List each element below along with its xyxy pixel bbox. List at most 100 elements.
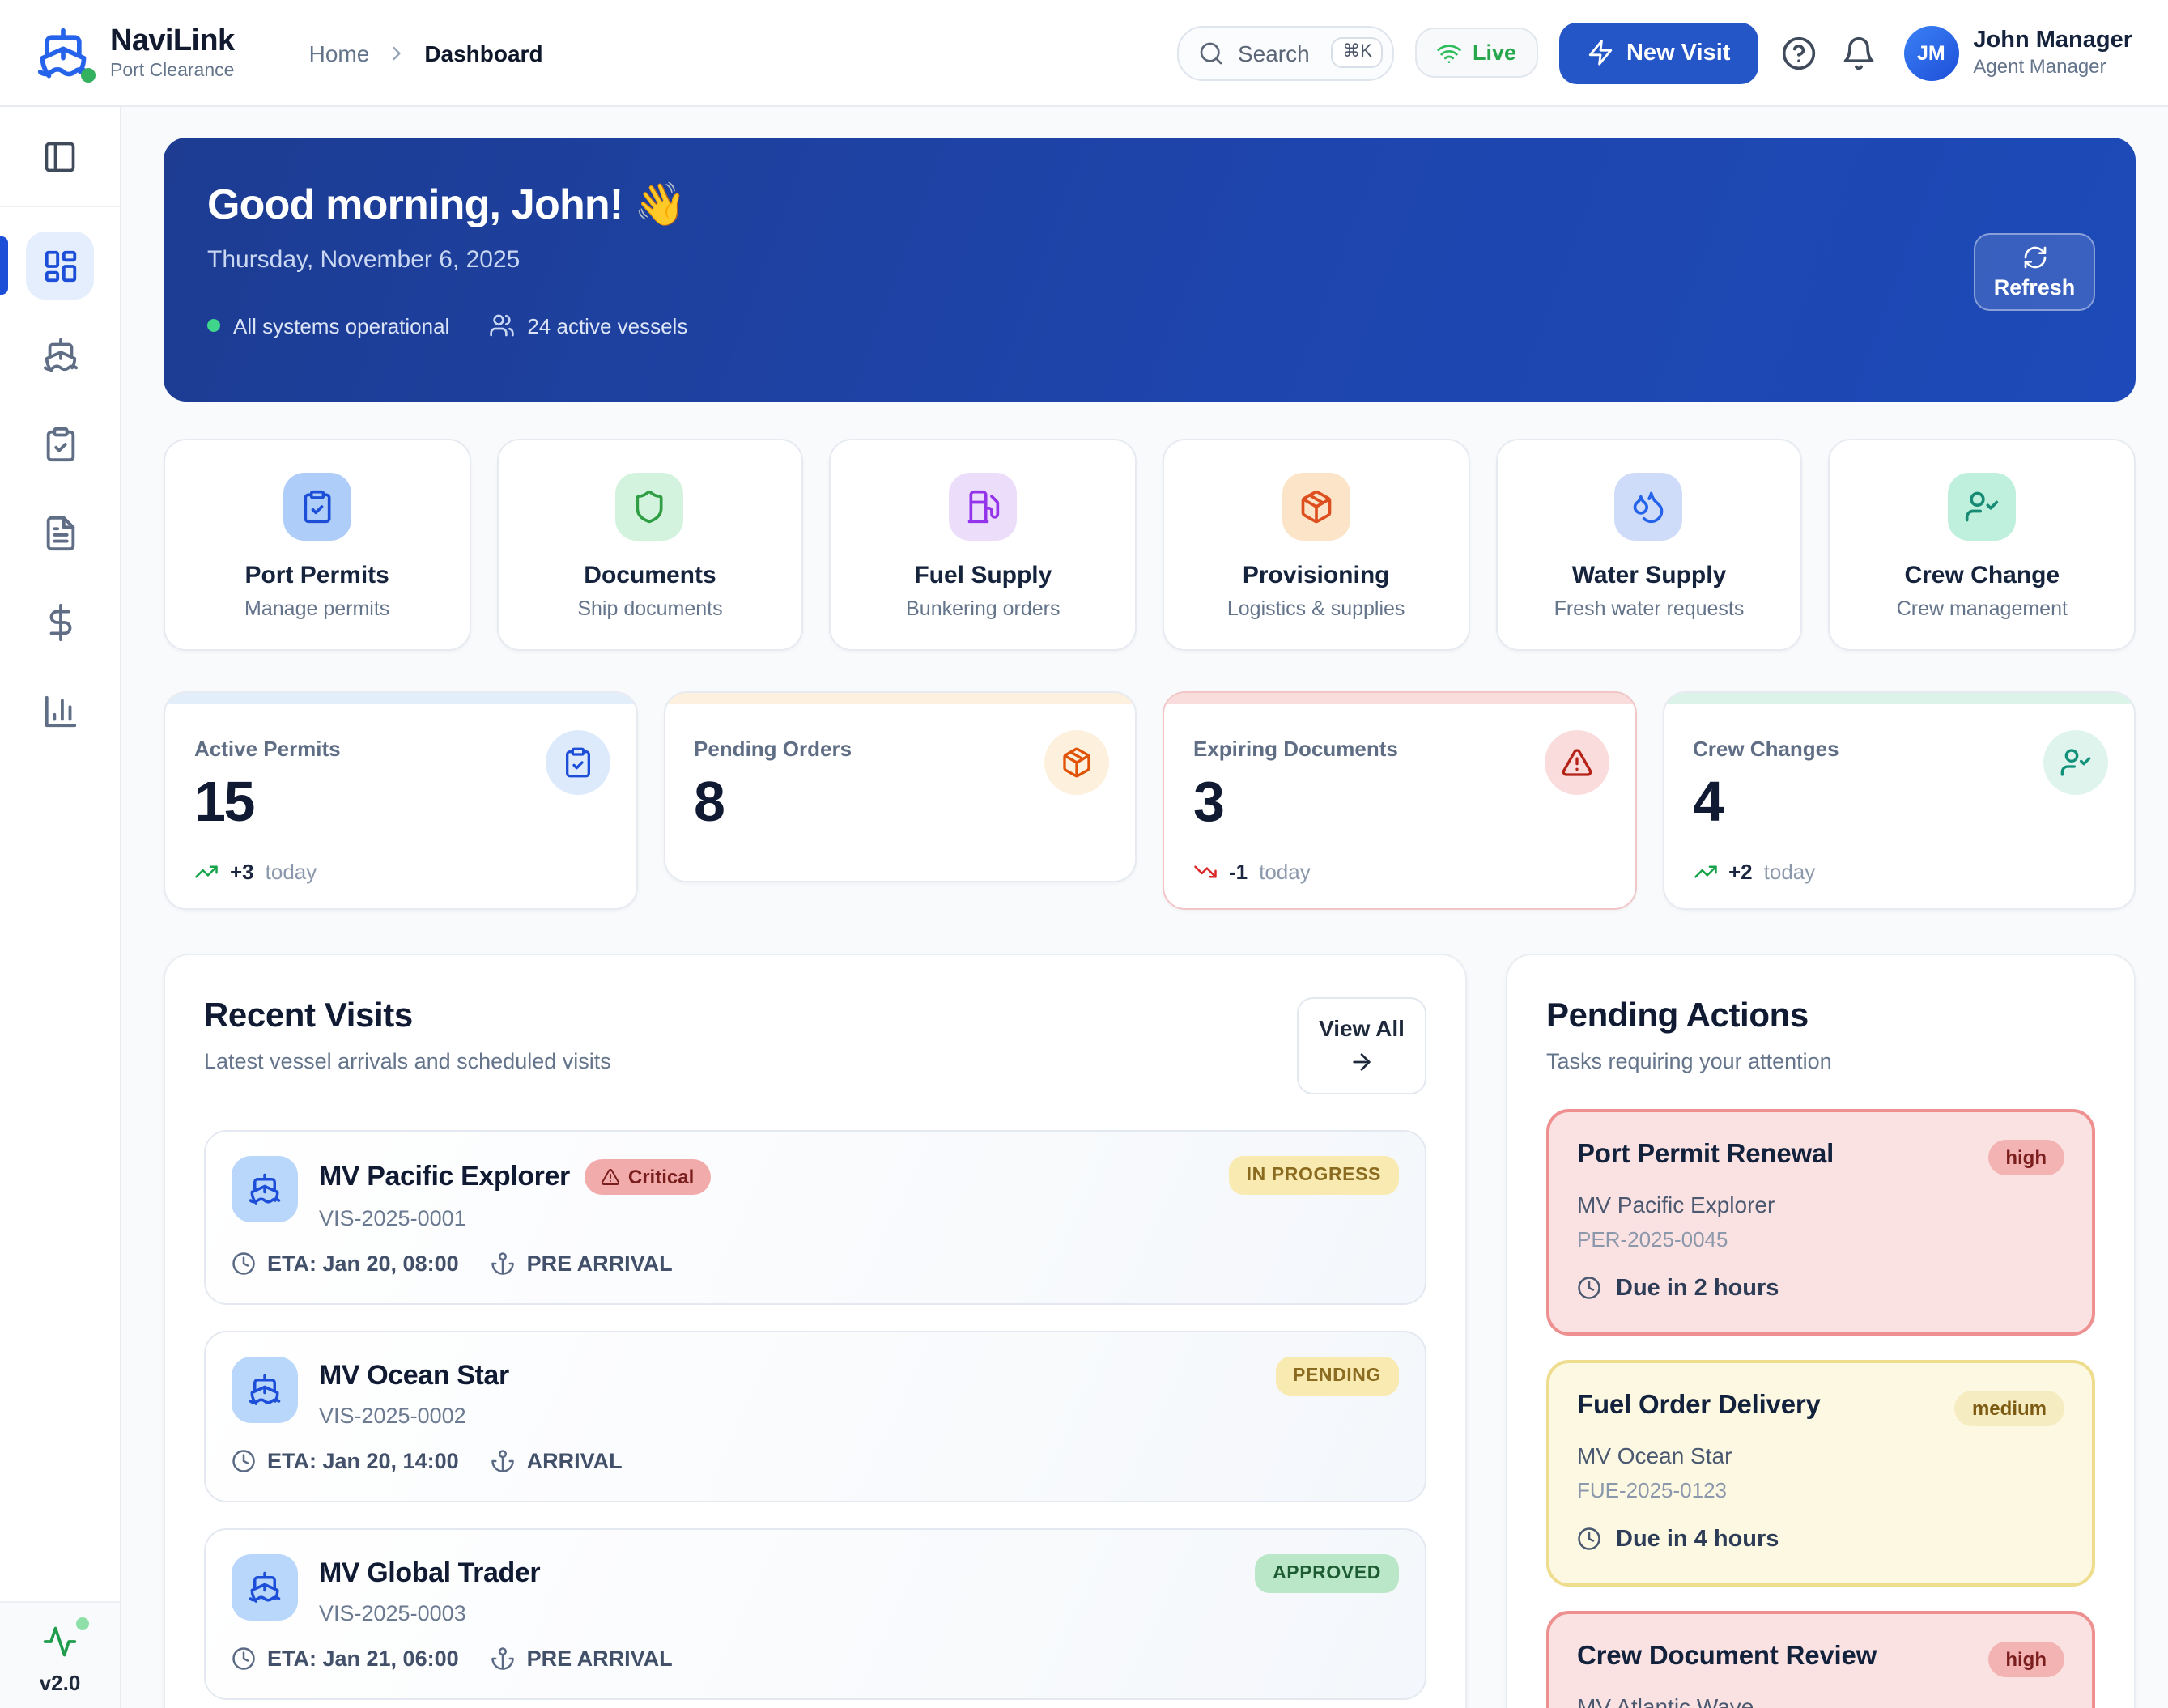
visit-status-badge: APPROVED bbox=[1255, 1553, 1399, 1592]
system-status: All systems operational bbox=[207, 313, 449, 338]
help-button[interactable] bbox=[1779, 33, 1817, 72]
action-due: Due in 2 hours bbox=[1577, 1275, 2064, 1301]
alert-triangle-icon bbox=[601, 1166, 620, 1186]
quick-action-provisioning[interactable]: Provisioning Logistics & supplies bbox=[1163, 439, 1470, 651]
visit-status-badge: IN PROGRESS bbox=[1228, 1155, 1399, 1194]
visit-status-badge: PENDING bbox=[1275, 1356, 1399, 1395]
recent-visits-title: Recent Visits bbox=[204, 996, 413, 1034]
view-all-button[interactable]: View All bbox=[1297, 996, 1426, 1094]
action-reference: PER-2025-0045 bbox=[1577, 1226, 1728, 1251]
dollar-icon bbox=[41, 603, 79, 640]
visit-id: VIS-2025-0001 bbox=[319, 1205, 466, 1230]
sidebar-item-documents[interactable] bbox=[26, 499, 94, 567]
breadcrumb: Home Dashboard bbox=[309, 40, 543, 66]
search-input[interactable]: Search ⌘K bbox=[1177, 25, 1395, 80]
notifications-button[interactable] bbox=[1839, 33, 1877, 72]
system-activity-icon bbox=[42, 1617, 89, 1659]
ship-icon bbox=[232, 1356, 298, 1422]
breadcrumb-current: Dashboard bbox=[424, 40, 543, 66]
quick-action-fuel-supply[interactable]: Fuel Supply Bunkering orders bbox=[829, 439, 1137, 651]
priority-badge: medium bbox=[1953, 1390, 2064, 1425]
user-menu[interactable]: JM John Manager Agent Manager bbox=[1903, 25, 2132, 80]
clipboard-check-icon bbox=[545, 730, 610, 795]
visit-card-pacific-explorer[interactable]: IN PROGRESS MV Pacific Explorer Critical… bbox=[204, 1129, 1426, 1304]
app-version: v2.0 bbox=[39, 1671, 81, 1695]
live-status-badge[interactable]: Live bbox=[1415, 28, 1537, 78]
visit-stage: ARRIVAL bbox=[491, 1448, 623, 1472]
sidebar-footer: v2.0 bbox=[0, 1601, 120, 1708]
anchor-icon bbox=[491, 1646, 516, 1670]
refresh-button[interactable]: Refresh bbox=[1974, 233, 2095, 311]
visit-id: VIS-2025-0003 bbox=[319, 1600, 466, 1625]
file-text-icon bbox=[41, 514, 79, 551]
refresh-icon bbox=[2021, 244, 2047, 270]
action-vessel: MV Ocean Star bbox=[1577, 1442, 1732, 1468]
stat-active-permits[interactable]: Active Permits 15 +3 today bbox=[164, 691, 637, 909]
ship-icon bbox=[232, 1553, 298, 1620]
stat-pending-orders[interactable]: Pending Orders 8 bbox=[663, 691, 1137, 882]
quick-action-crew-change[interactable]: Crew Change Crew management bbox=[1828, 439, 2136, 651]
action-card-port-permit-renewal[interactable]: Port Permit Renewal high MV Pacific Expl… bbox=[1546, 1108, 2095, 1335]
stat-crew-changes[interactable]: Crew Changes 4 +2 today bbox=[1662, 691, 2136, 909]
pending-actions-title: Pending Actions bbox=[1546, 996, 1809, 1034]
sidebar-collapse-button[interactable] bbox=[40, 137, 79, 176]
action-title: Fuel Order Delivery bbox=[1577, 1390, 1821, 1419]
anchor-icon bbox=[491, 1448, 516, 1472]
stat-value: 4 bbox=[1693, 771, 1724, 834]
greeting-title: Good morning, John! 👋 bbox=[207, 180, 687, 228]
bell-icon bbox=[1840, 35, 1876, 70]
action-card-crew-document-review[interactable]: Crew Document Review high MV Atlantic Wa… bbox=[1546, 1610, 2095, 1708]
sidebar: v2.0 bbox=[0, 107, 121, 1708]
sidebar-item-analytics[interactable] bbox=[26, 677, 94, 745]
alert-triangle-icon bbox=[1544, 730, 1609, 795]
stats-row: Active Permits 15 +3 today Pending Orders bbox=[164, 691, 2136, 909]
visit-card-global-trader[interactable]: APPROVED MV Global Trader VIS-2025-0003 … bbox=[204, 1527, 1426, 1699]
quick-action-water-supply[interactable]: Water Supply Fresh water requests bbox=[1495, 439, 1803, 651]
stat-expiring-documents[interactable]: Expiring Documents 3 -1 today bbox=[1163, 691, 1636, 909]
sidebar-nav bbox=[0, 207, 94, 745]
quick-action-documents[interactable]: Documents Ship documents bbox=[496, 439, 804, 651]
live-label: Live bbox=[1472, 40, 1516, 65]
search-placeholder: Search bbox=[1237, 40, 1310, 66]
users-icon bbox=[488, 312, 514, 338]
trend-down-icon bbox=[1193, 859, 1218, 883]
user-check-icon bbox=[2043, 730, 2108, 795]
action-card-fuel-order-delivery[interactable]: Fuel Order Delivery medium MV Ocean Star… bbox=[1546, 1359, 2095, 1586]
sidebar-item-vessels[interactable] bbox=[26, 321, 94, 389]
clock-icon bbox=[232, 1448, 256, 1472]
visit-stage: PRE ARRIVAL bbox=[491, 1251, 673, 1275]
visit-eta: ETA: Jan 20, 14:00 bbox=[232, 1448, 459, 1472]
sidebar-item-permits[interactable] bbox=[26, 410, 94, 478]
main-content: Good morning, John! 👋 Thursday, November… bbox=[121, 107, 2168, 1708]
panel-left-icon bbox=[42, 138, 78, 174]
avatar: JM bbox=[1903, 25, 1959, 80]
recent-visits-subtitle: Latest vessel arrivals and scheduled vis… bbox=[204, 1048, 611, 1073]
visit-card-ocean-star[interactable]: PENDING MV Ocean Star VIS-2025-0002 ETA:… bbox=[204, 1330, 1426, 1502]
ship-logo-icon bbox=[32, 22, 96, 83]
dashboard-grid-icon bbox=[41, 247, 79, 284]
zap-icon bbox=[1586, 39, 1613, 66]
package-icon bbox=[1044, 730, 1109, 795]
breadcrumb-home[interactable]: Home bbox=[308, 40, 370, 66]
user-check-icon bbox=[1948, 473, 2017, 541]
new-visit-button[interactable]: New Visit bbox=[1558, 22, 1758, 83]
quick-action-port-permits[interactable]: Port Permits Manage permits bbox=[164, 439, 471, 651]
wifi-icon bbox=[1437, 40, 1463, 66]
stat-trend: +3 today bbox=[194, 859, 610, 883]
sidebar-item-dashboard[interactable] bbox=[0, 232, 94, 300]
brand-subtitle: Port Clearance bbox=[110, 62, 235, 81]
priority-badge: high bbox=[1987, 1139, 2064, 1175]
chevron-right-icon bbox=[385, 41, 408, 64]
action-reference: FUE-2025-0123 bbox=[1577, 1477, 1727, 1502]
brand[interactable]: NaviLink Port Clearance bbox=[32, 22, 235, 83]
pending-actions-panel: Pending Actions Tasks requiring your att… bbox=[1506, 953, 2136, 1708]
trend-up-icon bbox=[1693, 859, 1717, 883]
top-bar: NaviLink Port Clearance Home Dashboard S… bbox=[0, 0, 2168, 107]
action-due: Due in 4 hours bbox=[1577, 1526, 2064, 1552]
critical-badge: Critical bbox=[584, 1158, 711, 1194]
new-visit-label: New Visit bbox=[1626, 40, 1731, 66]
pending-actions-subtitle: Tasks requiring your attention bbox=[1546, 1048, 1832, 1073]
top-bar-actions: Search ⌘K Live New Visit JM John Manager… bbox=[1177, 22, 2132, 83]
user-name: John Manager bbox=[1973, 27, 2132, 53]
sidebar-item-finance[interactable] bbox=[26, 588, 94, 656]
